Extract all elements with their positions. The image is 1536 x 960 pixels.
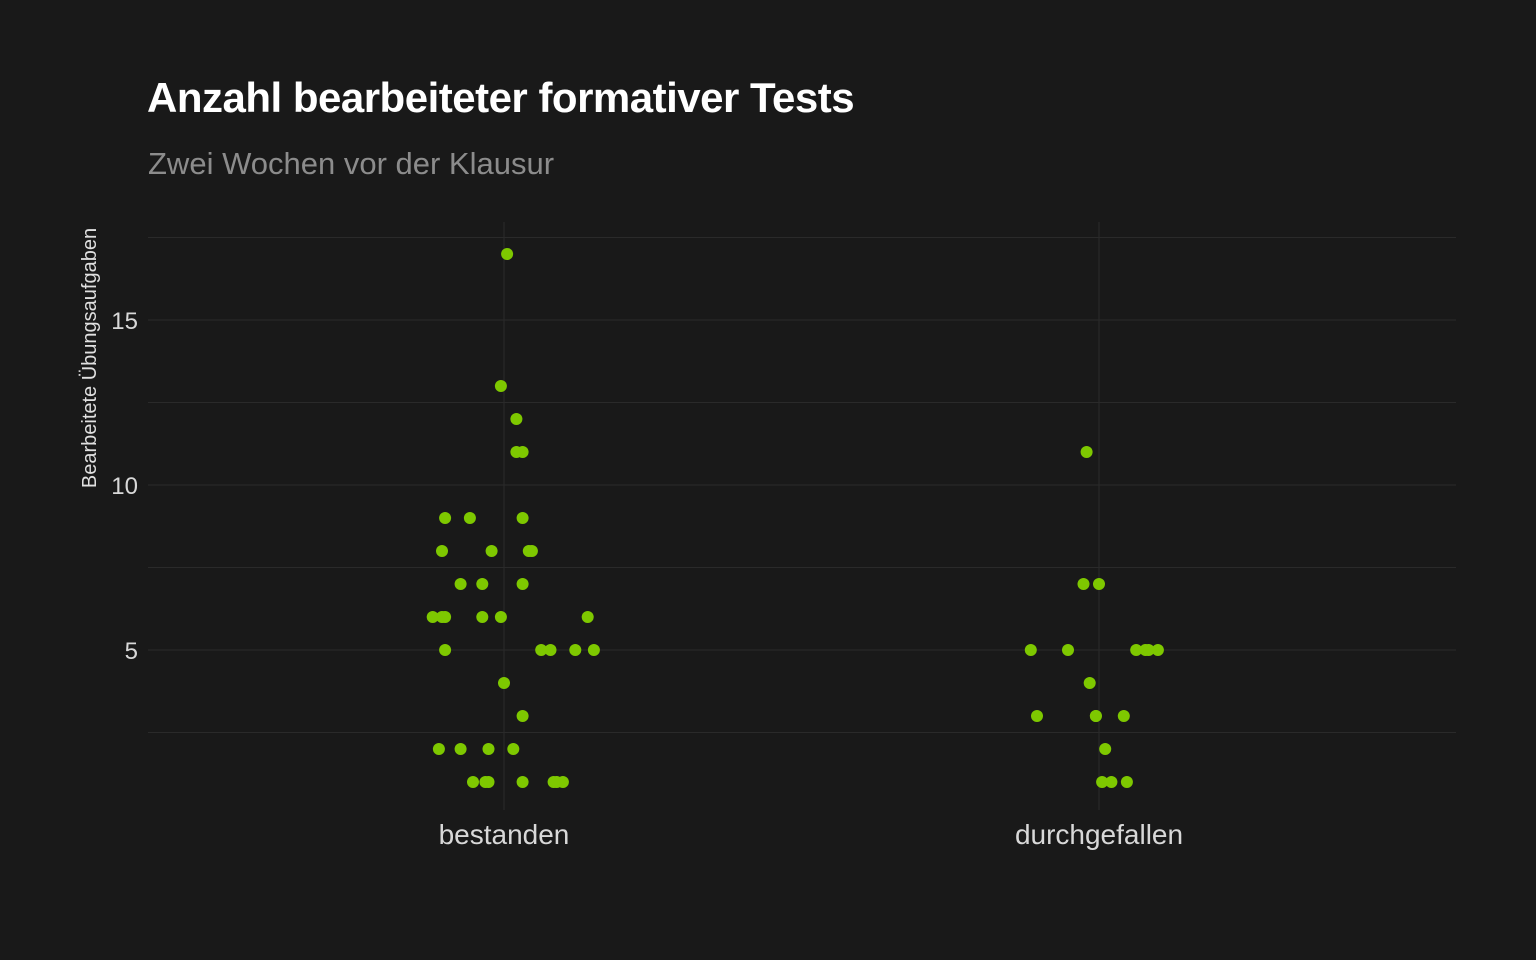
data-point [516,578,529,590]
data-point [1105,776,1118,788]
chart-title: Anzahl bearbeiteter formativer Tests [147,74,855,121]
data-point [569,644,582,656]
data-point [476,611,489,623]
data-point [1142,644,1155,656]
data-point [516,512,529,524]
data-point [439,644,452,656]
y-tick-label: 15 [111,308,138,335]
data-point [1096,776,1109,788]
data-point [556,776,569,788]
data-point [494,380,507,392]
data-point [482,743,495,755]
y-axis-label: Bearbeitete Übungsaufgaben [79,228,101,488]
x-tick-label: bestanden [439,819,570,850]
data-point [1083,677,1096,689]
data-point [436,545,448,557]
data-point [1089,710,1102,722]
data-point [507,743,520,755]
x-tick-label: durchgefallen [1015,819,1183,850]
data-point [467,776,479,788]
y-tick-label: 5 [125,638,138,665]
data-point [463,512,476,524]
data-point [494,611,507,623]
data-point [587,644,600,656]
data-point [454,743,467,755]
data-point [482,776,495,788]
data-point [516,776,529,788]
data-point [426,611,439,623]
data-point [432,743,445,755]
data-point [516,710,529,722]
data-point [525,545,538,557]
data-point [1062,644,1074,656]
data-point [476,578,489,590]
data-point [1031,710,1043,722]
data-point [516,446,529,458]
chart-subtitle: Zwei Wochen vor der Klausur [148,146,555,181]
data-point [1130,644,1143,656]
data-point [1080,446,1093,458]
data-point [1151,644,1164,656]
data-point [501,248,514,260]
data-point [1093,578,1105,590]
data-point [454,578,467,590]
data-point [439,512,452,524]
data-point [498,677,510,689]
data-point [535,644,548,656]
data-points [426,248,1164,788]
data-point [1099,743,1112,755]
data-point [510,413,523,425]
data-point [1120,776,1133,788]
data-point [581,611,594,623]
data-point [544,644,557,656]
data-point [1077,578,1090,590]
data-point [1024,644,1037,656]
axis-ticks: 5 10 15 bestanden durchgefallen [111,308,1183,850]
data-point [485,545,498,557]
grid-lines [148,222,1456,810]
data-point [436,611,448,623]
data-point [1117,710,1130,722]
y-tick-label: 10 [111,473,138,500]
